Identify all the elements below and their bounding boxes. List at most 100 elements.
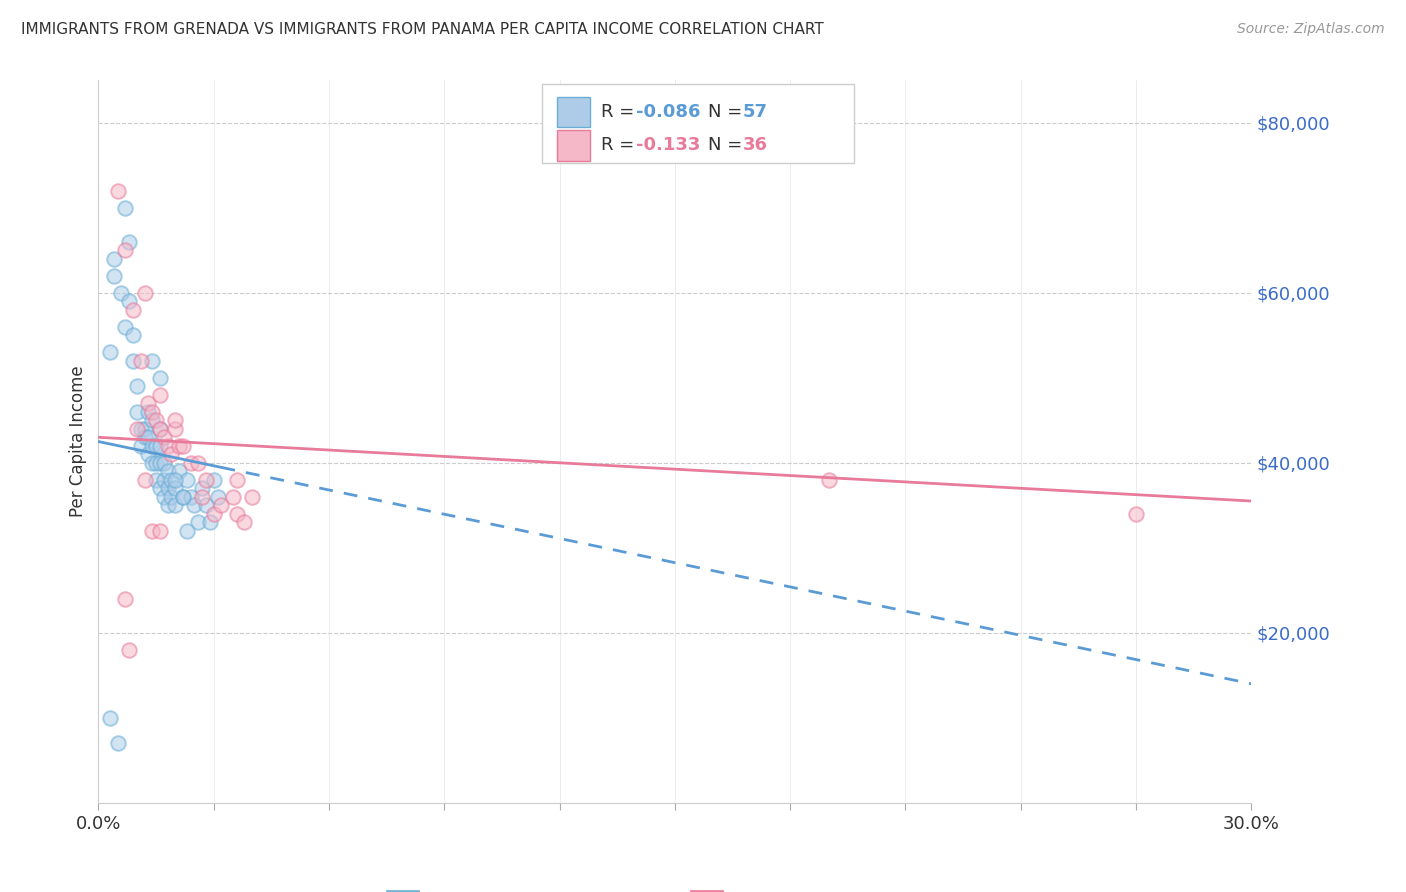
Point bbox=[152, 430, 174, 444]
Point bbox=[176, 524, 198, 538]
FancyBboxPatch shape bbox=[543, 84, 853, 163]
Point bbox=[165, 473, 187, 487]
Text: 57: 57 bbox=[742, 103, 768, 121]
Point bbox=[167, 464, 190, 478]
Point bbox=[240, 490, 263, 504]
Point bbox=[195, 498, 218, 512]
Point bbox=[134, 285, 156, 300]
Point bbox=[183, 498, 205, 512]
Point bbox=[134, 473, 156, 487]
Point bbox=[141, 456, 163, 470]
Point bbox=[202, 473, 225, 487]
Point bbox=[149, 388, 172, 402]
Text: -0.086: -0.086 bbox=[636, 103, 700, 121]
Point bbox=[129, 422, 152, 436]
Point bbox=[172, 439, 194, 453]
Point bbox=[122, 353, 145, 368]
Point bbox=[1125, 507, 1147, 521]
Point bbox=[114, 319, 136, 334]
Point bbox=[160, 473, 183, 487]
Point bbox=[129, 439, 152, 453]
Point bbox=[149, 371, 172, 385]
Point bbox=[152, 490, 174, 504]
Point bbox=[187, 516, 209, 530]
Point bbox=[198, 516, 221, 530]
Point bbox=[156, 498, 179, 512]
Point bbox=[145, 439, 167, 453]
Point bbox=[187, 456, 209, 470]
Text: R =: R = bbox=[602, 103, 640, 121]
Point bbox=[141, 353, 163, 368]
Point bbox=[165, 481, 187, 495]
Point bbox=[180, 490, 202, 504]
Point bbox=[225, 507, 247, 521]
Point bbox=[98, 711, 121, 725]
Point bbox=[107, 736, 129, 750]
Point bbox=[141, 413, 163, 427]
FancyBboxPatch shape bbox=[557, 130, 589, 161]
Point bbox=[233, 516, 256, 530]
Point bbox=[141, 524, 163, 538]
Point bbox=[152, 473, 174, 487]
Point bbox=[125, 405, 148, 419]
Point bbox=[149, 422, 172, 436]
Point bbox=[149, 524, 172, 538]
Point bbox=[160, 447, 183, 461]
Text: Source: ZipAtlas.com: Source: ZipAtlas.com bbox=[1237, 22, 1385, 37]
Point bbox=[176, 473, 198, 487]
Point bbox=[156, 481, 179, 495]
Point bbox=[165, 413, 187, 427]
Point bbox=[138, 396, 160, 410]
Y-axis label: Per Capita Income: Per Capita Income bbox=[69, 366, 87, 517]
Text: 36: 36 bbox=[742, 136, 768, 154]
Point bbox=[122, 328, 145, 343]
Point bbox=[180, 456, 202, 470]
Point bbox=[145, 456, 167, 470]
Point bbox=[172, 490, 194, 504]
Point bbox=[191, 481, 214, 495]
Point bbox=[141, 439, 163, 453]
Point bbox=[165, 498, 187, 512]
Point bbox=[156, 439, 179, 453]
Point bbox=[122, 302, 145, 317]
Point bbox=[118, 235, 141, 249]
Point bbox=[202, 507, 225, 521]
Point bbox=[118, 294, 141, 309]
Point bbox=[149, 422, 172, 436]
Point bbox=[125, 422, 148, 436]
Point bbox=[107, 184, 129, 198]
Text: IMMIGRANTS FROM GRENADA VS IMMIGRANTS FROM PANAMA PER CAPITA INCOME CORRELATION : IMMIGRANTS FROM GRENADA VS IMMIGRANTS FR… bbox=[21, 22, 824, 37]
Point bbox=[167, 439, 190, 453]
Point bbox=[222, 490, 245, 504]
Point bbox=[172, 490, 194, 504]
Point bbox=[134, 430, 156, 444]
Point bbox=[114, 591, 136, 606]
Point bbox=[138, 405, 160, 419]
Point bbox=[145, 473, 167, 487]
Point bbox=[195, 473, 218, 487]
Point bbox=[114, 244, 136, 258]
Point bbox=[125, 379, 148, 393]
Point bbox=[103, 268, 125, 283]
Point bbox=[149, 456, 172, 470]
Point bbox=[141, 405, 163, 419]
Point bbox=[160, 490, 183, 504]
Point bbox=[156, 464, 179, 478]
Text: N =: N = bbox=[709, 103, 748, 121]
Point bbox=[134, 422, 156, 436]
Legend: Immigrants from Grenada, Immigrants from Panama: Immigrants from Grenada, Immigrants from… bbox=[380, 884, 970, 892]
Point bbox=[98, 345, 121, 359]
Point bbox=[207, 490, 229, 504]
Point bbox=[103, 252, 125, 266]
Point bbox=[118, 642, 141, 657]
Text: -0.133: -0.133 bbox=[636, 136, 700, 154]
Text: R =: R = bbox=[602, 136, 645, 154]
Point bbox=[149, 481, 172, 495]
Point bbox=[191, 490, 214, 504]
Point bbox=[209, 498, 232, 512]
Point bbox=[152, 456, 174, 470]
Text: N =: N = bbox=[709, 136, 748, 154]
Point bbox=[114, 201, 136, 215]
Point bbox=[110, 285, 132, 300]
Point bbox=[145, 413, 167, 427]
